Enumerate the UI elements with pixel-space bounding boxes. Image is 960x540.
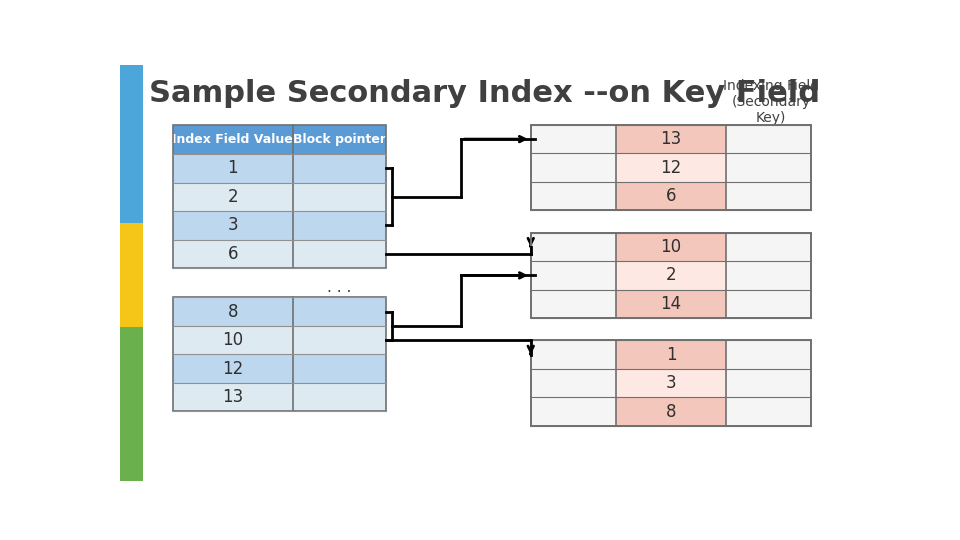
Bar <box>726 397 811 426</box>
Bar <box>293 183 386 211</box>
Text: Sample Secondary Index --on Key Field: Sample Secondary Index --on Key Field <box>150 79 821 107</box>
Text: 6: 6 <box>228 245 238 263</box>
Text: 12: 12 <box>660 159 682 177</box>
Bar <box>173 298 386 411</box>
Text: 1: 1 <box>665 346 677 364</box>
Bar <box>173 183 293 211</box>
Bar <box>531 125 616 153</box>
Bar <box>531 125 811 210</box>
Bar <box>616 397 726 426</box>
Bar <box>531 397 616 426</box>
Bar <box>173 211 293 240</box>
Text: 8: 8 <box>228 302 238 321</box>
Bar <box>293 154 386 183</box>
Bar <box>726 289 811 318</box>
Bar <box>173 383 293 411</box>
Bar <box>293 298 386 326</box>
Bar <box>173 125 293 154</box>
Bar <box>293 240 386 268</box>
Bar <box>726 369 811 397</box>
Bar <box>173 298 293 326</box>
Bar <box>293 125 386 154</box>
Bar <box>531 233 616 261</box>
Bar <box>531 340 616 369</box>
Bar <box>616 233 726 261</box>
Bar <box>726 340 811 369</box>
Bar <box>293 354 386 383</box>
Bar <box>726 125 811 153</box>
Bar <box>173 240 293 268</box>
Bar <box>726 153 811 182</box>
Bar <box>616 369 726 397</box>
Bar <box>120 65 143 222</box>
Bar <box>173 326 293 354</box>
Bar <box>120 222 143 327</box>
Bar <box>616 261 726 289</box>
Text: 1: 1 <box>228 159 238 177</box>
Bar <box>293 211 386 240</box>
Bar <box>120 327 143 481</box>
Bar <box>293 383 386 411</box>
Text: Indexing Field
(Secondary
Key): Indexing Field (Secondary Key) <box>723 79 819 125</box>
Bar <box>531 289 616 318</box>
Bar <box>173 154 293 183</box>
Bar <box>293 326 386 354</box>
Bar <box>616 182 726 210</box>
Text: 2: 2 <box>228 188 238 206</box>
Bar <box>616 340 726 369</box>
Text: 13: 13 <box>222 388 244 406</box>
Text: 13: 13 <box>660 130 682 148</box>
Text: . . .: . . . <box>327 280 351 295</box>
Text: 2: 2 <box>665 266 677 285</box>
Text: 3: 3 <box>228 217 238 234</box>
Bar <box>531 369 616 397</box>
Bar <box>173 354 293 383</box>
Bar <box>616 125 726 153</box>
Bar <box>616 289 726 318</box>
Bar <box>531 233 811 318</box>
Text: 10: 10 <box>660 238 682 256</box>
Bar <box>531 340 811 426</box>
Bar <box>726 261 811 289</box>
Text: 14: 14 <box>660 295 682 313</box>
Text: 10: 10 <box>222 331 243 349</box>
Text: Index Field Value: Index Field Value <box>173 133 293 146</box>
Text: 3: 3 <box>665 374 677 392</box>
Bar <box>726 182 811 210</box>
Text: 8: 8 <box>666 403 676 421</box>
Bar <box>616 153 726 182</box>
Text: 6: 6 <box>666 187 676 205</box>
Bar <box>726 233 811 261</box>
Text: 12: 12 <box>222 360 244 377</box>
Bar <box>173 125 386 268</box>
Text: Block pointer: Block pointer <box>293 133 386 146</box>
Bar <box>531 153 616 182</box>
Bar <box>531 182 616 210</box>
Bar <box>531 261 616 289</box>
